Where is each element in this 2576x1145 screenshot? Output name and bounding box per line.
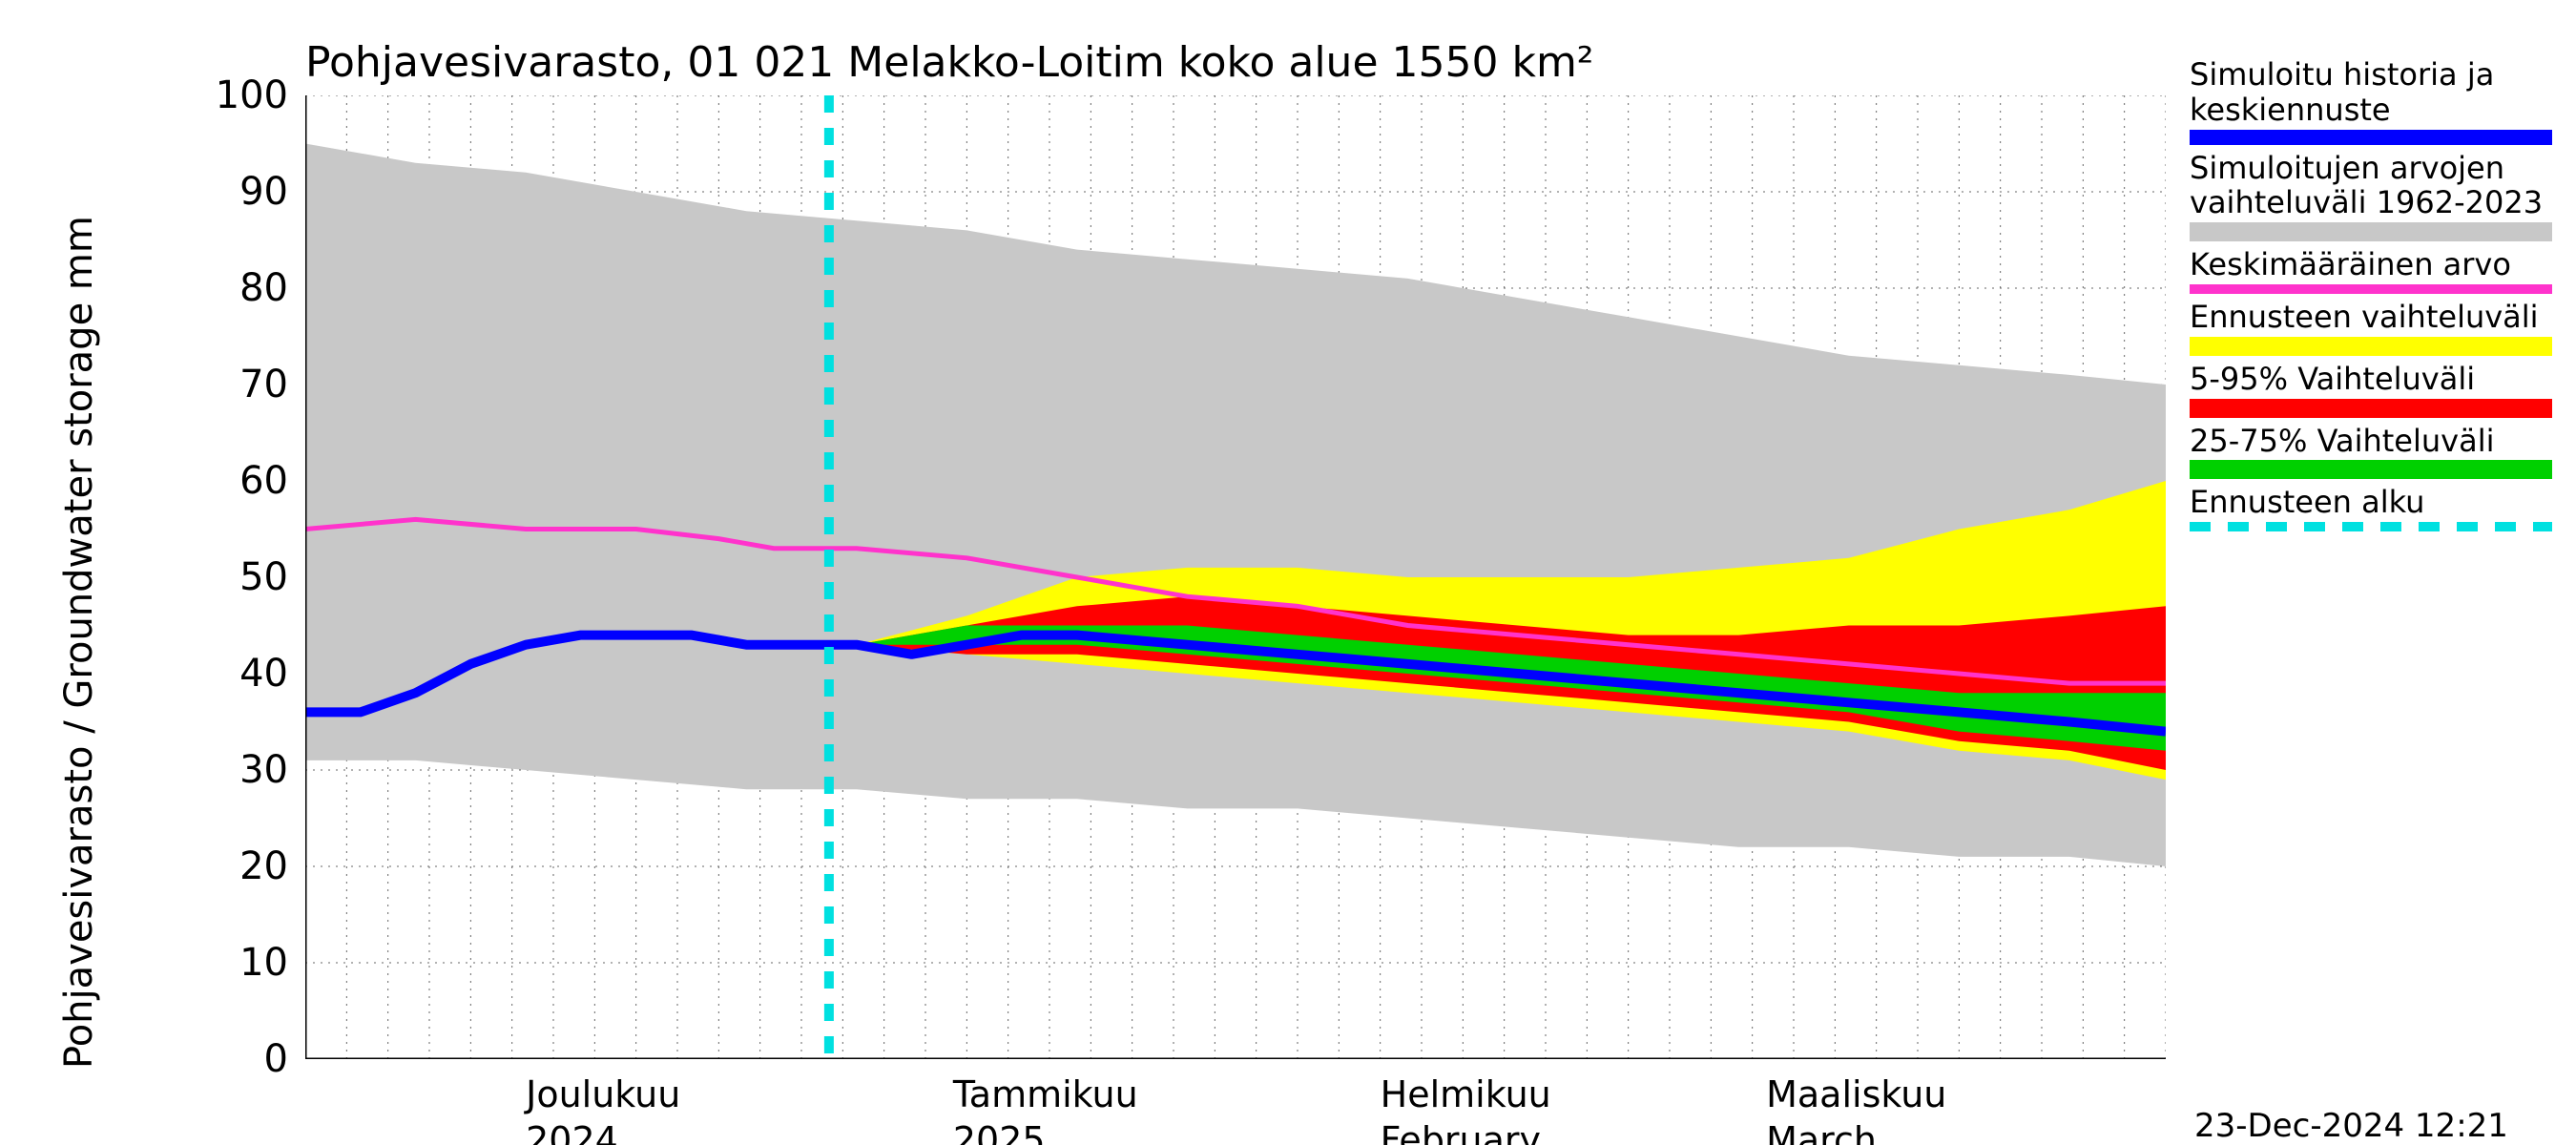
legend: Simuloitu historia ja keskiennuste Simulo…	[2190, 57, 2552, 537]
chart-container: Pohjavesivarasto, 01 021 Melakko-Loitim …	[0, 0, 2576, 1145]
legend-item: Ennusteen alku	[2190, 485, 2552, 531]
legend-item: Simuloitu historia ja keskiennuste	[2190, 57, 2552, 145]
legend-item: Simuloitujen arvojen vaihteluväli 1962-2…	[2190, 151, 2552, 242]
legend-item: 5-95% Vaihteluväli	[2190, 362, 2552, 418]
legend-label: 25-75% Vaihteluväli	[2190, 424, 2552, 459]
timestamp-footer: 23-Dec-2024 12:21 WSFS-O	[2194, 1107, 2576, 1145]
y-tick-label: 40	[239, 652, 305, 696]
legend-label: 5-95% Vaihteluväli	[2190, 362, 2552, 397]
plot-area: 0102030405060708090100Joulukuu 2024Tammi…	[305, 95, 2166, 1059]
legend-swatch	[2190, 337, 2552, 356]
legend-item: 25-75% Vaihteluväli	[2190, 424, 2552, 480]
y-tick-label: 0	[264, 1037, 305, 1081]
legend-swatch	[2190, 284, 2552, 294]
y-tick-label: 100	[216, 73, 305, 117]
y-tick-label: 30	[239, 748, 305, 792]
legend-swatch	[2190, 130, 2552, 145]
x-tick-label: Maaliskuu March	[1766, 1059, 1946, 1145]
legend-label: Ennusteen vaihteluväli	[2190, 300, 2552, 335]
legend-swatch	[2190, 522, 2552, 531]
chart-title: Pohjavesivarasto, 01 021 Melakko-Loitim …	[305, 38, 1593, 87]
x-tick-label: Helmikuu February	[1381, 1059, 1551, 1145]
legend-label: Simuloitujen arvojen vaihteluväli 1962-2…	[2190, 151, 2552, 221]
legend-item: Keskimääräinen arvo	[2190, 247, 2552, 294]
legend-swatch	[2190, 460, 2552, 479]
y-tick-label: 90	[239, 170, 305, 214]
y-tick-label: 50	[239, 555, 305, 599]
legend-swatch	[2190, 222, 2552, 241]
x-tick-label: Joulukuu 2024	[526, 1059, 680, 1145]
legend-swatch	[2190, 399, 2552, 418]
legend-label: Simuloitu historia ja keskiennuste	[2190, 57, 2552, 128]
y-tick-label: 80	[239, 266, 305, 310]
y-tick-label: 20	[239, 844, 305, 888]
y-axis-label: Pohjavesivarasto / Groundwater storage m…	[57, 216, 101, 1069]
y-tick-label: 70	[239, 363, 305, 406]
legend-item: Ennusteen vaihteluväli	[2190, 300, 2552, 356]
legend-label: Ennusteen alku	[2190, 485, 2552, 520]
y-tick-label: 10	[239, 941, 305, 985]
y-tick-label: 60	[239, 459, 305, 503]
legend-label: Keskimääräinen arvo	[2190, 247, 2552, 282]
x-tick-label: Tammikuu 2025	[953, 1059, 1138, 1145]
